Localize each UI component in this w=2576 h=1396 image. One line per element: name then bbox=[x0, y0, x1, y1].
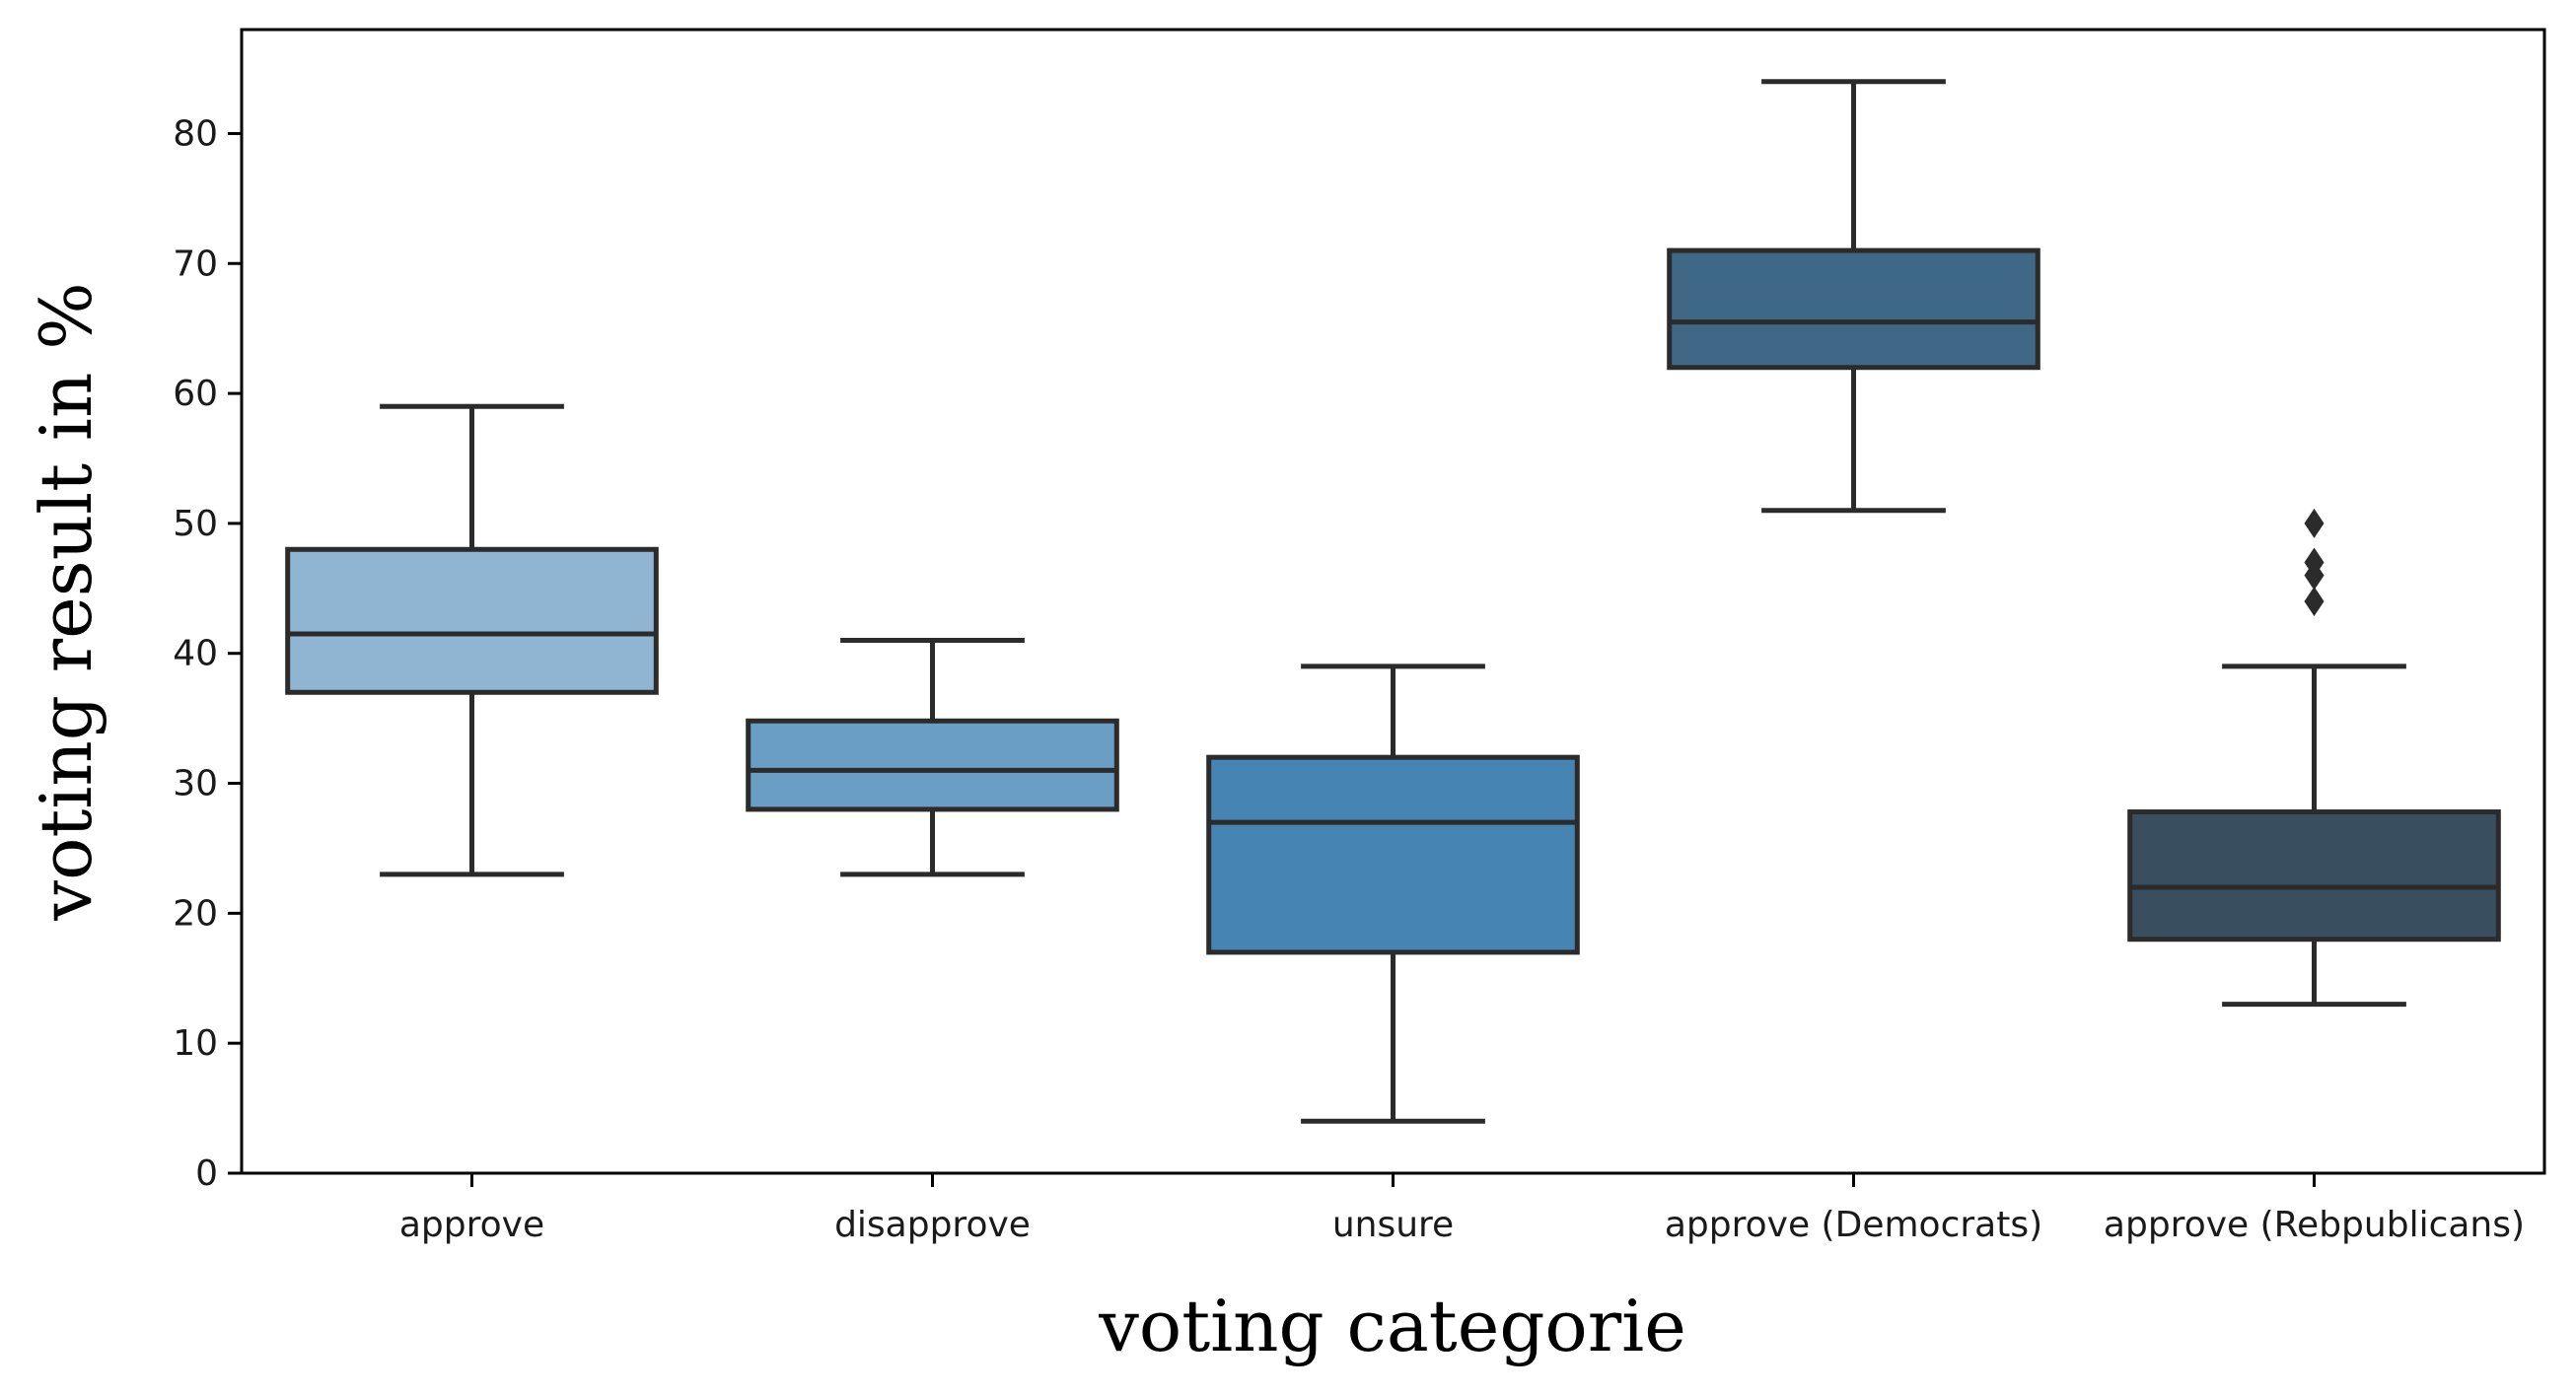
box-series bbox=[285, 79, 2501, 1124]
box-approve bbox=[285, 403, 659, 877]
box-body bbox=[285, 546, 659, 695]
x-axis: approve disapprove unsure approve (Democrat… bbox=[399, 1173, 2525, 1245]
box-body bbox=[2127, 809, 2501, 942]
box-body bbox=[1667, 247, 2040, 371]
y-tick-label: 0 bbox=[195, 1153, 218, 1194]
box-approve-democrats bbox=[1667, 79, 2040, 514]
x-tick-label: disapprove bbox=[834, 1205, 1031, 1245]
y-tick-label: 20 bbox=[173, 893, 218, 934]
outlier-point bbox=[2304, 547, 2325, 578]
x-tick-label: approve (Rebpublicans) bbox=[2104, 1205, 2525, 1245]
y-tick-label: 40 bbox=[173, 634, 218, 674]
box-body bbox=[1206, 754, 1580, 955]
box-disapprove bbox=[746, 638, 1119, 877]
box-unsure bbox=[1206, 663, 1580, 1124]
box-approve-rebpublicans bbox=[2127, 508, 2501, 1008]
y-tick-label: 50 bbox=[173, 504, 218, 544]
y-axis: 0 10 20 30 40 50 60 70 80 bbox=[173, 113, 242, 1194]
y-tick-label: 10 bbox=[173, 1023, 218, 1064]
y-tick-label: 60 bbox=[173, 374, 218, 414]
y-tick-label: 80 bbox=[173, 113, 218, 154]
outlier-point bbox=[2304, 508, 2325, 538]
y-axis-title: voting result in % bbox=[25, 282, 107, 921]
y-tick-label: 70 bbox=[173, 244, 218, 284]
box-body bbox=[746, 718, 1119, 812]
x-tick-label: unsure bbox=[1332, 1205, 1454, 1245]
x-tick-label: approve (Democrats) bbox=[1665, 1205, 2042, 1245]
y-tick-label: 30 bbox=[173, 764, 218, 804]
outlier-point bbox=[2304, 587, 2325, 616]
x-tick-label: approve bbox=[399, 1205, 544, 1245]
x-axis-title: voting categorie bbox=[1098, 1285, 1686, 1367]
